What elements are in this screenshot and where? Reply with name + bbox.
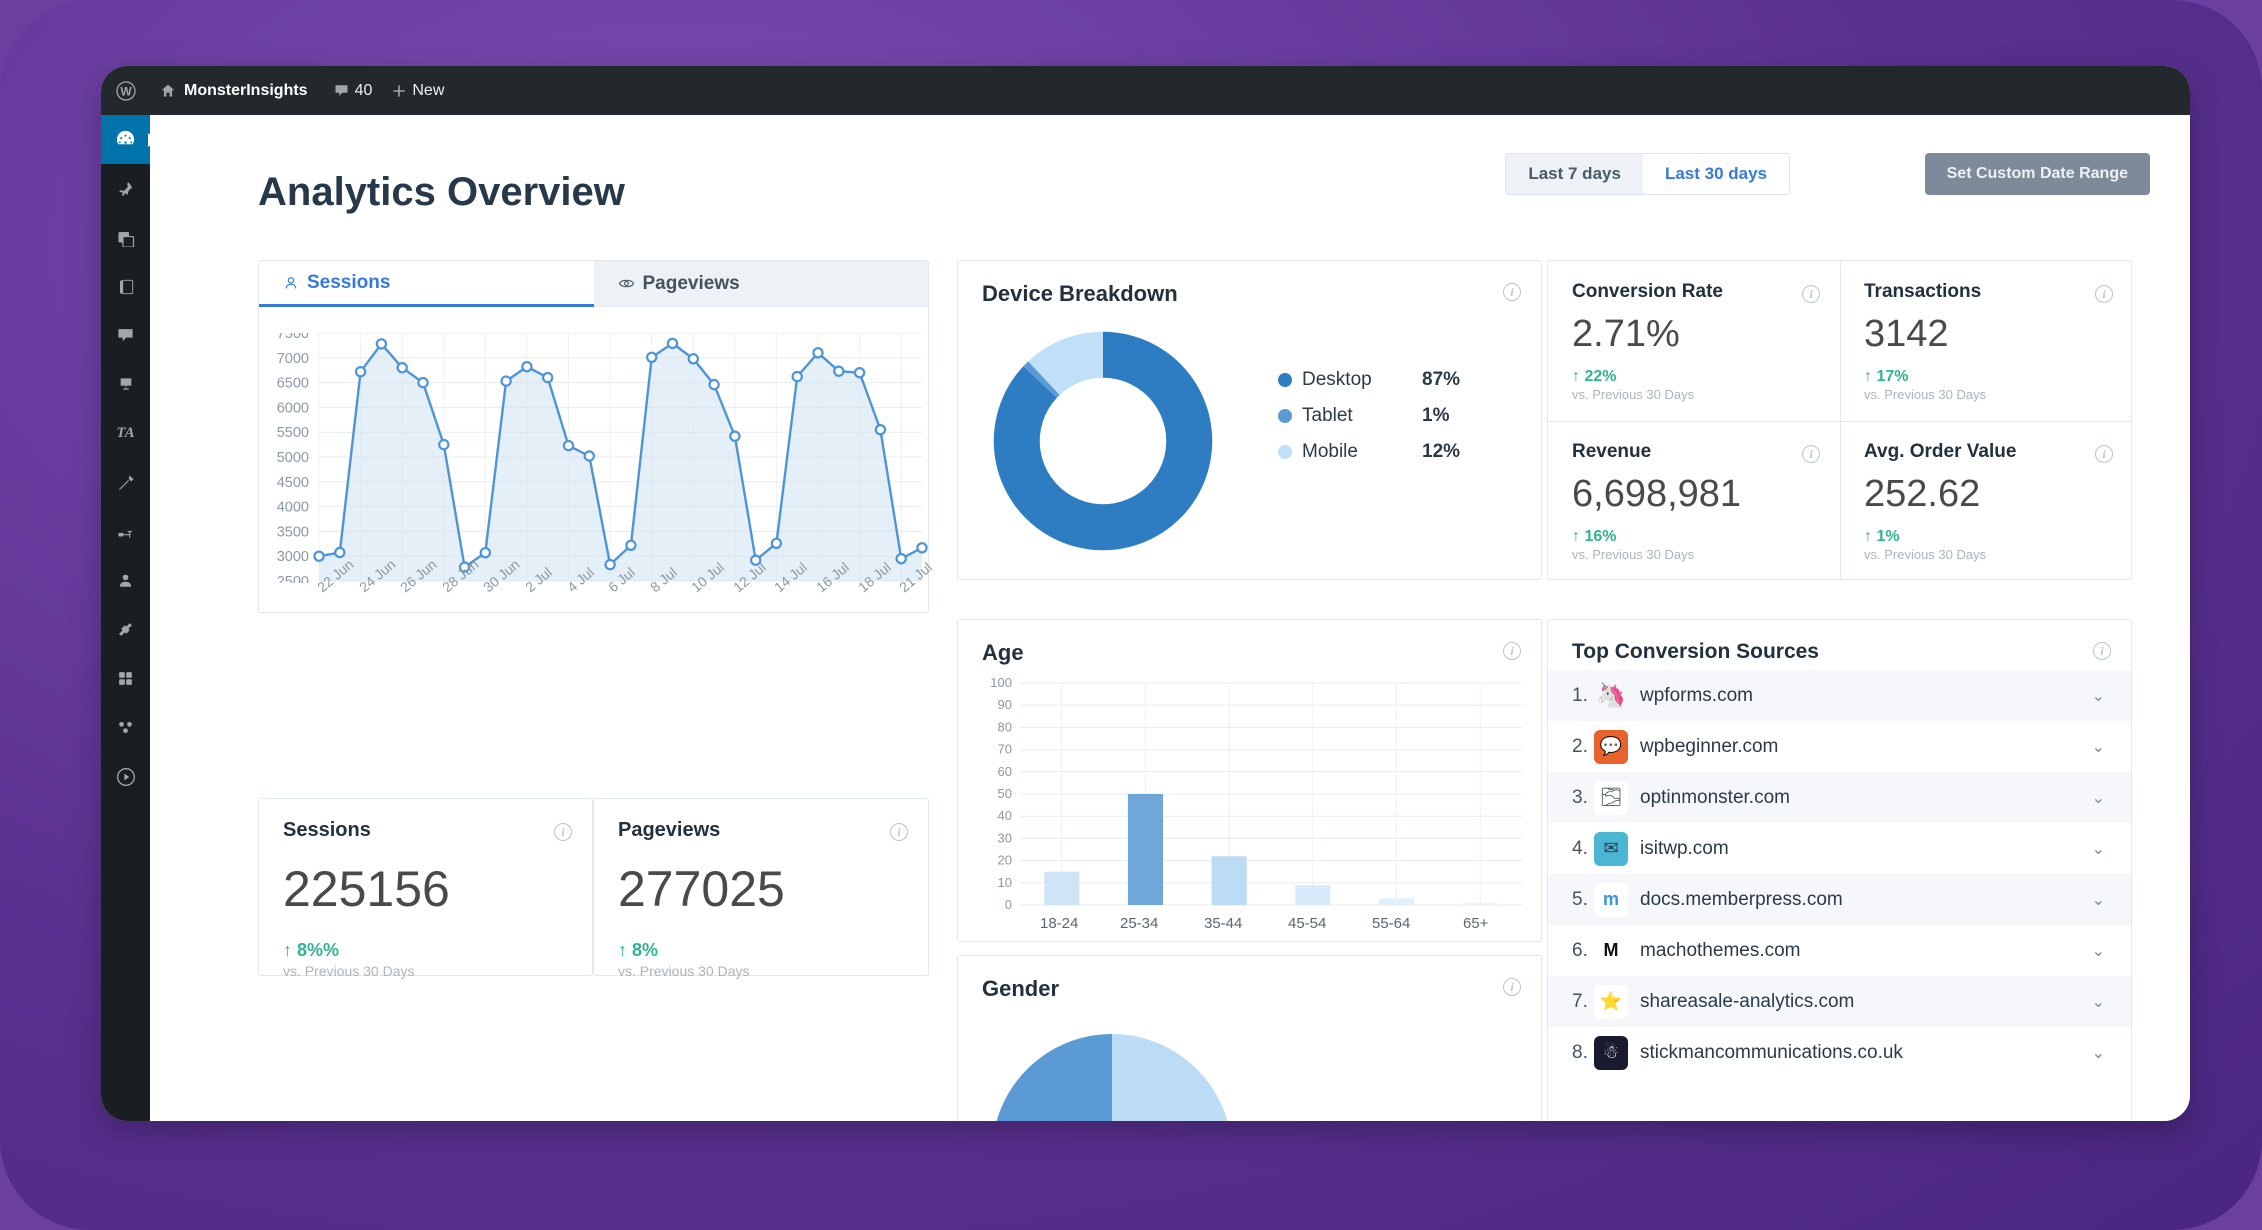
svg-text:40: 40 [998,808,1012,823]
svg-text:5500: 5500 [277,425,309,441]
svg-text:70: 70 [998,742,1012,757]
svg-text:20: 20 [998,853,1012,868]
svg-text:3500: 3500 [277,524,309,540]
svg-text:5000: 5000 [277,450,309,466]
svg-text:2500: 2500 [277,574,309,583]
svg-text:10: 10 [998,875,1012,890]
svg-text:80: 80 [998,719,1012,734]
svg-text:6500: 6500 [277,376,309,392]
svg-text:7500: 7500 [277,333,309,342]
svg-text:7000: 7000 [277,351,309,367]
svg-text:60: 60 [998,764,1012,779]
svg-text:W: W [120,84,132,98]
svg-text:30: 30 [998,830,1012,845]
svg-text:90: 90 [998,697,1012,712]
svg-text:3000: 3000 [277,549,309,565]
svg-text:6000: 6000 [277,400,309,416]
svg-text:50: 50 [998,786,1012,801]
svg-text:100: 100 [990,675,1012,690]
svg-text:4500: 4500 [277,475,309,491]
svg-text:0: 0 [1005,897,1012,909]
svg-text:4000: 4000 [277,500,309,516]
